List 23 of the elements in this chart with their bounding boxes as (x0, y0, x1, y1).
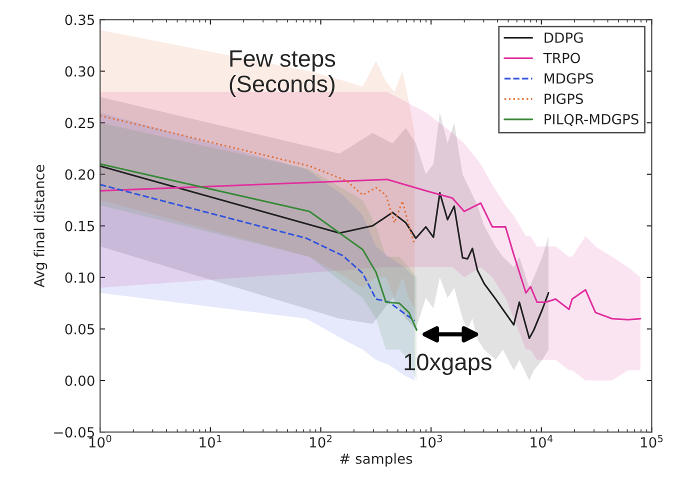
y-tick-label: 0.35 (65, 14, 94, 26)
legend-label: PIGPS (544, 94, 583, 104)
x-tick-label: 10$^{5}$ (641, 434, 663, 448)
x-tick-label: 10$^{4}$ (530, 434, 553, 448)
legend-label: TRPO (543, 52, 580, 64)
legend-label: DDPG (544, 32, 583, 43)
y-axis-title: Avg final distance (34, 164, 48, 288)
x-tick-label: 10$^{2}$ (310, 434, 332, 448)
legend-label: MDGPS (544, 73, 594, 84)
y-tick-label: −0.05 (54, 427, 94, 438)
x-tick-label: 10$^{1}$ (200, 434, 222, 448)
y-tick-label: 0.05 (65, 324, 94, 334)
y-tick-label: 0.10 (65, 272, 94, 283)
y-tick-label: 0.20 (65, 169, 94, 180)
y-tick-label: 0.00 (65, 375, 94, 386)
y-tick-label: 0.25 (65, 118, 94, 128)
legend-label: PILQR-MDGPS (544, 114, 638, 126)
y-tick-label: 0.30 (65, 66, 94, 77)
y-tick-label: 0.15 (65, 220, 94, 232)
annotation: Few steps (Seconds) (230, 50, 336, 97)
x-tick-label: 10$^{3}$ (420, 434, 442, 448)
x-axis-title: # samples (340, 453, 412, 467)
annotation: 10xgaps (404, 354, 492, 376)
